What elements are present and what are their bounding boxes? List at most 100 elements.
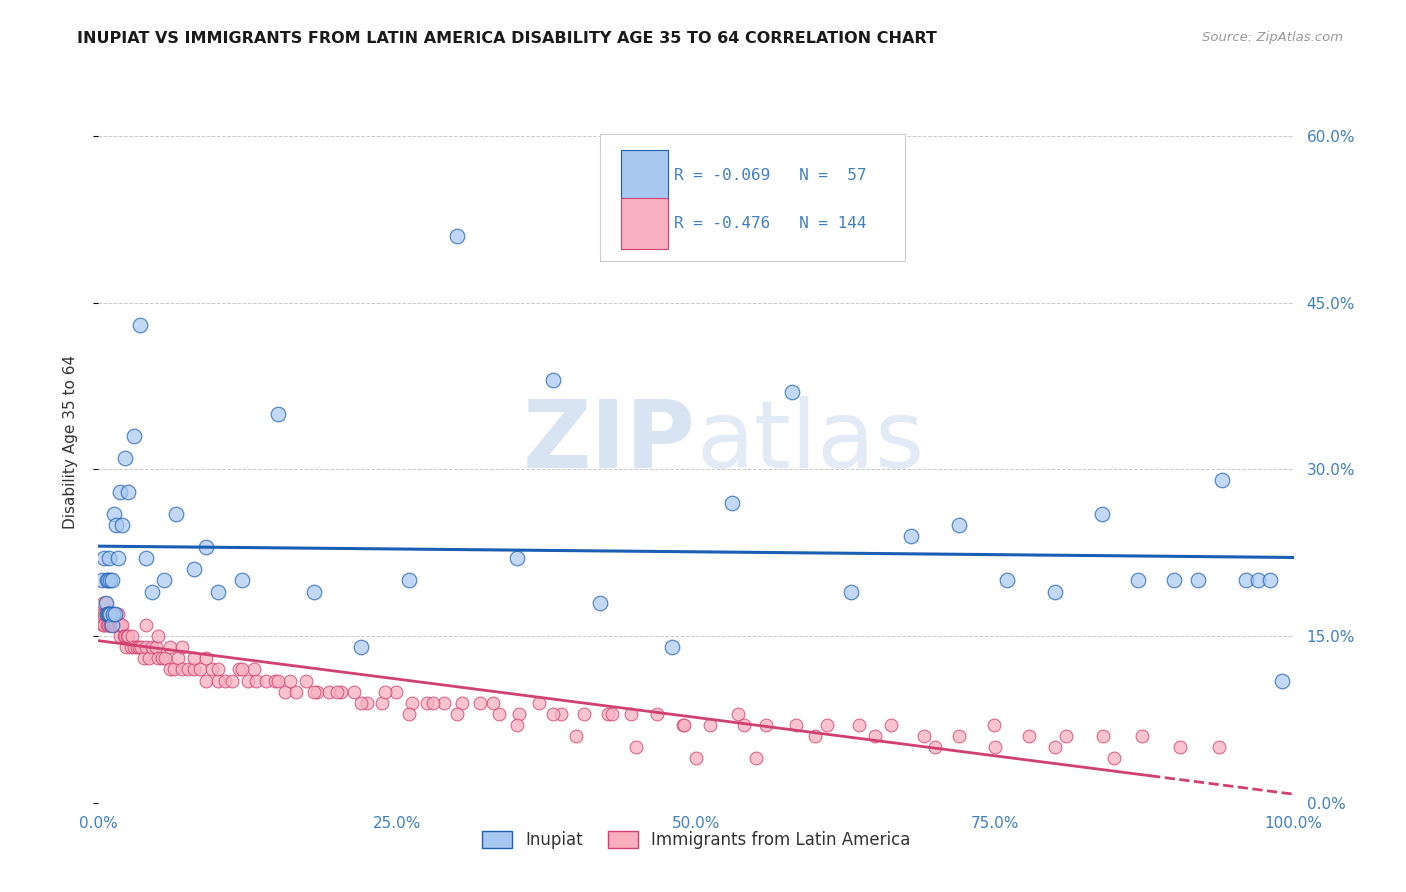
Point xyxy=(124,429,146,443)
Point xyxy=(155,651,177,665)
Point xyxy=(108,618,131,632)
Point xyxy=(506,551,529,566)
Point xyxy=(841,584,863,599)
Point xyxy=(135,618,157,632)
Legend: Inupiat, Immigrants from Latin America: Inupiat, Immigrants from Latin America xyxy=(475,824,917,856)
Point xyxy=(117,484,139,499)
Point xyxy=(983,718,1005,732)
Point xyxy=(550,706,572,721)
Point xyxy=(105,607,128,621)
Point xyxy=(108,484,131,499)
Point xyxy=(602,706,624,721)
Point xyxy=(1271,673,1294,688)
Point xyxy=(572,706,595,721)
Point xyxy=(207,662,229,676)
Point xyxy=(848,718,870,732)
Point xyxy=(900,529,922,543)
Point xyxy=(97,607,120,621)
Point xyxy=(145,640,167,655)
Point xyxy=(97,607,120,621)
Point xyxy=(150,651,173,665)
Point xyxy=(865,729,887,743)
Point xyxy=(596,706,619,721)
Point xyxy=(398,706,420,721)
Point xyxy=(96,618,118,632)
Point xyxy=(93,618,115,632)
Point xyxy=(422,696,444,710)
Point xyxy=(101,618,124,632)
Point xyxy=(100,607,122,621)
Text: INUPIAT VS IMMIGRANTS FROM LATIN AMERICA DISABILITY AGE 35 TO 64 CORRELATION CHA: INUPIAT VS IMMIGRANTS FROM LATIN AMERICA… xyxy=(77,31,938,46)
Point xyxy=(401,696,423,710)
Point xyxy=(1043,740,1066,755)
Point xyxy=(132,651,155,665)
Point xyxy=(120,640,142,655)
Point xyxy=(108,629,131,643)
Point xyxy=(785,718,807,732)
Point xyxy=(97,574,120,588)
Point xyxy=(94,596,117,610)
Point xyxy=(101,607,124,621)
Point xyxy=(98,607,121,621)
Point xyxy=(148,651,170,665)
Point xyxy=(1234,574,1257,588)
Point xyxy=(1258,574,1281,588)
Point xyxy=(984,740,1007,755)
Point xyxy=(91,607,114,621)
Point xyxy=(93,607,115,621)
Point xyxy=(91,618,114,632)
Point xyxy=(589,596,612,610)
Point xyxy=(541,373,564,387)
Point xyxy=(1056,729,1078,743)
Point xyxy=(201,662,224,676)
Point xyxy=(995,574,1018,588)
Point xyxy=(104,607,127,621)
Point xyxy=(755,718,778,732)
Point xyxy=(195,673,218,688)
Point xyxy=(302,584,325,599)
Point xyxy=(880,718,903,732)
Y-axis label: Disability Age 35 to 64: Disability Age 35 to 64 xyxy=(63,354,77,529)
Point xyxy=(97,607,120,621)
Point xyxy=(948,517,970,532)
Point xyxy=(673,718,696,732)
Point xyxy=(727,706,749,721)
Point xyxy=(450,696,472,710)
Point xyxy=(98,607,121,621)
Point xyxy=(148,629,170,643)
Point xyxy=(343,684,366,698)
Point xyxy=(111,517,134,532)
Point xyxy=(104,618,127,632)
Point xyxy=(645,706,668,721)
Point xyxy=(135,551,157,566)
Point xyxy=(177,662,200,676)
Point xyxy=(1211,474,1233,488)
Point xyxy=(245,673,267,688)
Point xyxy=(100,607,122,621)
Point xyxy=(141,640,163,655)
Point xyxy=(153,574,176,588)
Point xyxy=(1163,574,1185,588)
Point xyxy=(103,507,125,521)
Point xyxy=(295,673,318,688)
Point xyxy=(506,718,529,732)
Text: Source: ZipAtlas.com: Source: ZipAtlas.com xyxy=(1202,31,1343,45)
Point xyxy=(167,651,190,665)
Point xyxy=(236,673,259,688)
Point xyxy=(128,640,150,655)
Point xyxy=(188,662,211,676)
Point xyxy=(183,662,205,676)
Point xyxy=(214,673,236,688)
Point xyxy=(745,751,768,765)
Point xyxy=(1092,729,1115,743)
Point xyxy=(721,496,744,510)
Point xyxy=(1208,740,1230,755)
Point xyxy=(94,607,117,621)
Point xyxy=(733,718,755,732)
Point xyxy=(91,574,114,588)
Point xyxy=(370,696,392,710)
Point xyxy=(488,706,510,721)
Point xyxy=(103,607,125,621)
Point xyxy=(626,740,648,755)
Point xyxy=(508,706,530,721)
